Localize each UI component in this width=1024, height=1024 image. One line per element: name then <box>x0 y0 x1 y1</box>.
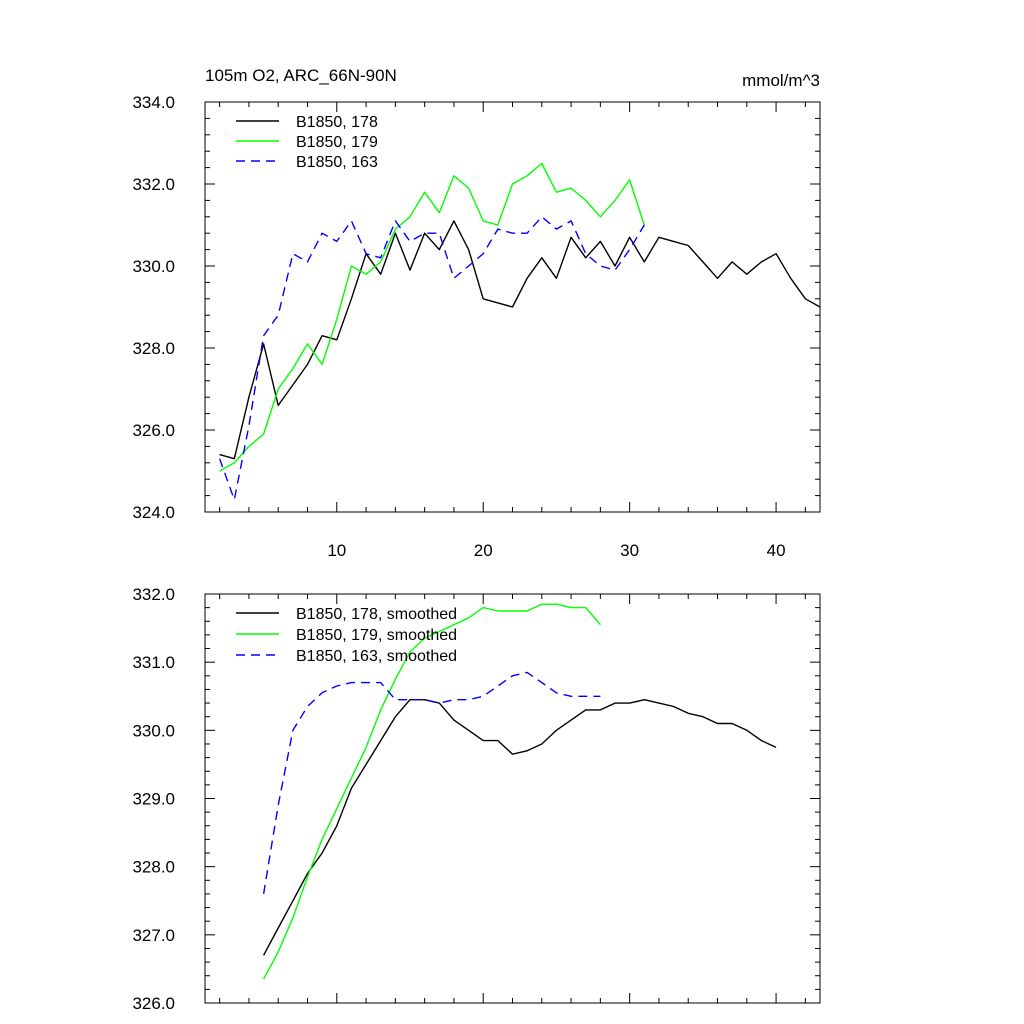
y-tick-label: 332.0 <box>132 175 175 194</box>
y-tick-label: 326.0 <box>132 421 175 440</box>
y-tick-label: 330.0 <box>132 257 175 276</box>
legend-label-3: B1850, 163 <box>296 154 378 171</box>
legend-label-3: B1850, 163, smoothed <box>296 648 457 665</box>
bottom-line-chart: 326.0 327.0 328.0 329.0 330.0 331.0 332.0 B1850… <box>132 585 821 1013</box>
y-tick-label: 331.0 <box>132 653 175 672</box>
series-line-1 <box>262 699 777 956</box>
legend-label-2: B1850, 179, smoothed <box>296 627 457 644</box>
x-tick-label: 20 <box>474 541 493 560</box>
units-label: mmol/m^3 <box>742 71 820 90</box>
series-line-1 <box>219 220 821 460</box>
y-tick-label: 324.0 <box>132 503 175 522</box>
x-tick-label: 30 <box>620 541 639 560</box>
y-tick-label: 328.0 <box>132 858 175 877</box>
series-line-3 <box>262 671 601 895</box>
top-line-chart: 105m O2, ARC_66N-90N mmol/m^3 324.0 326.0… <box>132 66 821 560</box>
y-tick-label: 326.0 <box>132 994 175 1013</box>
y-tick-label: 334.0 <box>132 93 175 112</box>
legend-label-1: B1850, 178 <box>296 114 378 131</box>
y-tick-label: 332.0 <box>132 585 175 604</box>
series-line-3 <box>218 216 645 501</box>
x-tick-label: 10 <box>327 541 346 560</box>
legend: B1850, 178, smoothed B1850, 179, smoothed… <box>236 606 457 665</box>
series-line-2 <box>262 603 601 980</box>
x-tick-label: 40 <box>767 541 786 560</box>
chart-title: 105m O2, ARC_66N-90N <box>205 66 397 85</box>
y-tick-label: 330.0 <box>132 721 175 740</box>
y-tick-label: 327.0 <box>132 926 175 945</box>
y-tick-label: 328.0 <box>132 339 175 358</box>
legend: B1850, 178 B1850, 179 B1850, 163 <box>236 114 378 171</box>
y-tick-label: 329.0 <box>132 790 175 809</box>
series-line-2 <box>219 162 645 472</box>
legend-label-1: B1850, 178, smoothed <box>296 606 457 623</box>
legend-label-2: B1850, 179 <box>296 134 378 151</box>
